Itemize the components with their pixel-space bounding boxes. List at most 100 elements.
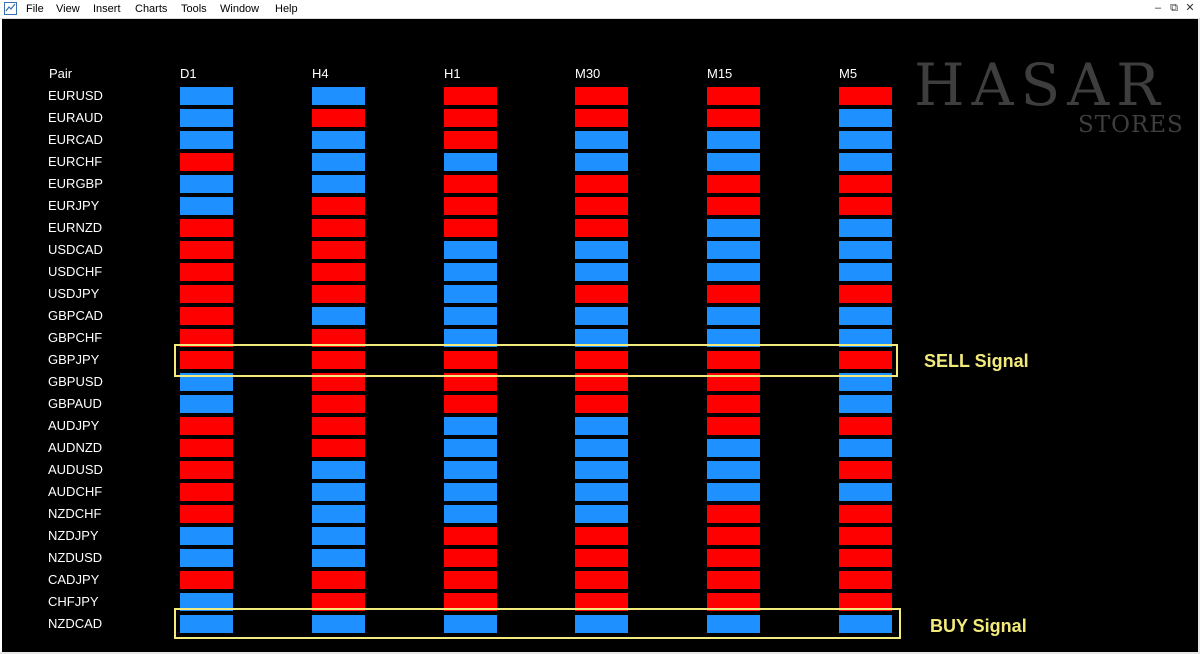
pair-label-chfjpy: CHFJPY <box>48 594 99 609</box>
buy-signal-cell <box>444 241 497 259</box>
menu-charts[interactable]: Charts <box>135 3 168 15</box>
sell-signal-cell <box>312 373 365 391</box>
buy-signal-cell <box>180 175 233 193</box>
buy-signal-cell <box>707 263 760 281</box>
sell-signal-cell <box>575 109 628 127</box>
buy-signal-cell <box>444 417 497 435</box>
pair-label-usdcad: USDCAD <box>48 242 103 257</box>
sell-signal-cell <box>312 593 365 611</box>
sell-signal-cell <box>180 329 233 347</box>
timeframe-header-h1: H1 <box>444 66 461 81</box>
buy-signal-cell <box>180 527 233 545</box>
pair-label-cadjpy: CADJPY <box>48 572 100 587</box>
buy-signal-cell <box>839 373 892 391</box>
sell-signal-cell <box>312 285 365 303</box>
sell-signal-cell <box>707 417 760 435</box>
restore-icon[interactable]: ⧉ <box>1170 2 1178 14</box>
pair-label-gbpcad: GBPCAD <box>48 308 103 323</box>
menu-window[interactable]: Window <box>220 3 260 15</box>
buy-signal-cell <box>575 307 628 325</box>
sell-signal-cell <box>575 527 628 545</box>
menu-file[interactable]: File <box>26 3 44 15</box>
buy-signal-cell <box>180 87 233 105</box>
buy-signal-cell <box>444 483 497 501</box>
sell-signal-cell <box>839 527 892 545</box>
sell-signal-cell <box>444 175 497 193</box>
buy-signal-cell <box>444 285 497 303</box>
sell-signal-cell <box>707 87 760 105</box>
sell-signal-cell <box>839 87 892 105</box>
buy-signal-cell <box>312 461 365 479</box>
chart-area[interactable]: HASAR STORES Pair D1 H4 H1 M30 M15 M5 EURUSD EUR… <box>2 19 1198 652</box>
sell-signal-cell <box>839 285 892 303</box>
pair-label-gbpchf: GBPCHF <box>48 330 103 345</box>
buy-signal-cell <box>312 175 365 193</box>
buy-signal-cell <box>575 439 628 457</box>
sell-signal-cell <box>707 197 760 215</box>
buy-signal-cell <box>839 329 892 347</box>
app-icon <box>4 2 17 15</box>
sell-signal-cell <box>180 417 233 435</box>
minimize-icon[interactable]: – <box>1154 2 1162 14</box>
timeframe-header-h4: H4 <box>312 66 329 81</box>
sell-signal-cell <box>180 263 233 281</box>
watermark-logo-sub: STORES <box>1078 112 1184 138</box>
sell-signal-cell <box>180 153 233 171</box>
buy-signal-cell <box>312 153 365 171</box>
sell-signal-cell <box>180 307 233 325</box>
menu-tools[interactable]: Tools <box>181 3 207 15</box>
buy-signal-cell <box>312 483 365 501</box>
buy-signal-cell <box>707 131 760 149</box>
buy-signal-cell <box>575 329 628 347</box>
sell-signal-cell <box>707 175 760 193</box>
timeframe-header-m30: M30 <box>575 66 601 81</box>
buy-signal-cell <box>575 263 628 281</box>
buy-signal-cell <box>575 505 628 523</box>
buy-signal-cell <box>444 439 497 457</box>
buy-signal-cell <box>707 439 760 457</box>
sell-signal-cell <box>839 505 892 523</box>
buy-signal-cell <box>180 615 233 633</box>
pair-label-gbpusd: GBPUSD <box>48 374 103 389</box>
pair-label-usdjpy: USDJPY <box>48 286 100 301</box>
sell-signal-cell <box>312 329 365 347</box>
sell-signal-cell <box>575 593 628 611</box>
sell-signal-cell <box>839 461 892 479</box>
buy-signal-cell <box>312 549 365 567</box>
sell-signal-cell <box>707 109 760 127</box>
buy-signal-cell <box>575 615 628 633</box>
buy-signal-cell <box>575 241 628 259</box>
buy-signal-cell <box>312 131 365 149</box>
buy-highlight-box <box>174 608 901 639</box>
sell-signal-cell <box>707 549 760 567</box>
buy-signal-cell <box>180 395 233 413</box>
menu-insert[interactable]: Insert <box>93 3 121 15</box>
sell-signal-cell <box>839 417 892 435</box>
sell-signal-cell <box>180 219 233 237</box>
buy-signal-cell <box>839 307 892 325</box>
pair-label-audjpy: AUDJPY <box>48 418 100 433</box>
menu-view[interactable]: View <box>56 3 80 15</box>
close-icon[interactable]: ✕ <box>1185 2 1195 14</box>
buy-signal-cell <box>312 615 365 633</box>
menu-help[interactable]: Help <box>275 3 298 15</box>
sell-signal-cell <box>707 373 760 391</box>
window-frame-bottom <box>0 652 1200 654</box>
sell-signal-cell <box>180 483 233 501</box>
pair-label-eurnzd: EURNZD <box>48 220 103 235</box>
sell-signal-label: SELL Signal <box>924 351 1029 371</box>
pair-label-gbpaud: GBPAUD <box>48 396 102 411</box>
pair-label-euraud: EURAUD <box>48 110 103 125</box>
buy-signal-cell <box>839 615 892 633</box>
buy-signal-cell <box>180 549 233 567</box>
pair-label-eurcad: EURCAD <box>48 132 103 147</box>
sell-signal-cell <box>312 351 365 369</box>
sell-signal-cell <box>707 571 760 589</box>
pair-label-eurjpy: EURJPY <box>48 198 100 213</box>
buy-signal-cell <box>839 219 892 237</box>
sell-signal-cell <box>707 285 760 303</box>
sell-signal-cell <box>312 219 365 237</box>
buy-signal-label: BUY Signal <box>930 616 1027 636</box>
sell-signal-cell <box>575 285 628 303</box>
sell-signal-cell <box>180 571 233 589</box>
